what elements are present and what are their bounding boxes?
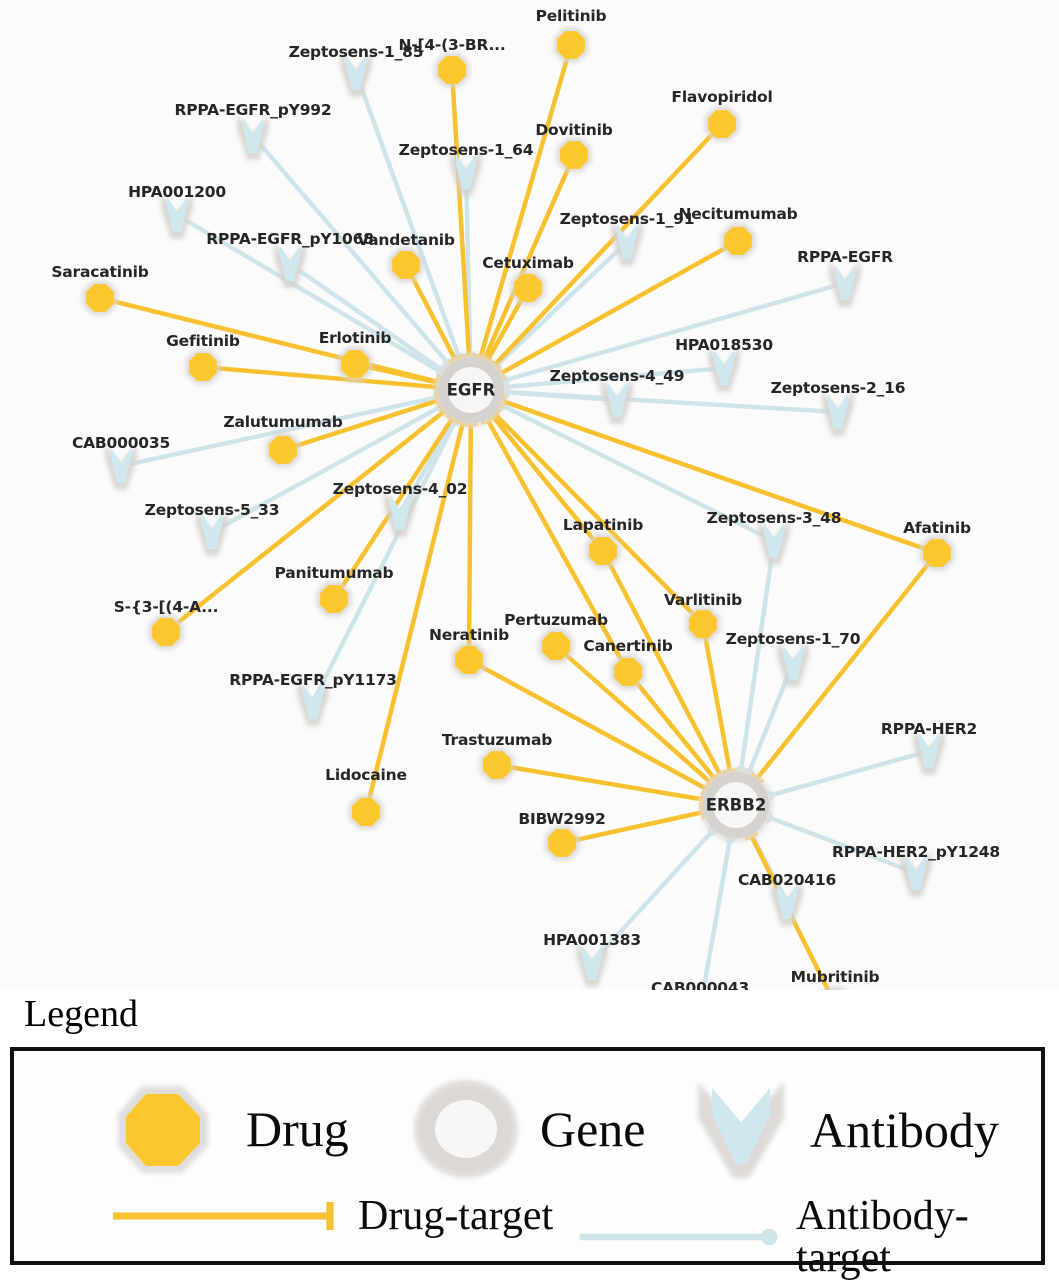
node-label: RPPA-EGFR xyxy=(797,248,893,266)
legend-edge-row: Drug-target Antibody-target xyxy=(14,1191,1041,1261)
legend-label-drug-target: Drug-target xyxy=(358,1195,553,1237)
drug-node[interactable] xyxy=(553,27,588,62)
node-label: N-[4-(3-BR... xyxy=(398,36,505,54)
node-label: Vandetanib xyxy=(357,231,455,249)
drug-node[interactable] xyxy=(704,106,739,141)
node-label: Mubritinib xyxy=(791,968,880,986)
antibody-icon xyxy=(686,1074,796,1186)
drug-node[interactable] xyxy=(556,137,591,172)
drug-node[interactable] xyxy=(185,349,220,384)
drug-node[interactable] xyxy=(265,432,300,467)
node-label: Zalutumumab xyxy=(223,413,342,431)
legend-item-gene: Gene xyxy=(406,1074,646,1184)
drug-node[interactable] xyxy=(510,270,545,305)
node-label: CAB020416 xyxy=(738,871,836,889)
drug-target-edge-icon xyxy=(109,1198,344,1234)
legend-label-drug: Drug xyxy=(246,1104,349,1154)
legend-item-antibody: Antibody xyxy=(686,1074,999,1186)
drug-node[interactable] xyxy=(348,794,383,829)
node-label: RPPA-HER2_pY1248 xyxy=(832,843,1000,861)
node-label: Canertinib xyxy=(583,637,672,655)
drug-node[interactable] xyxy=(544,825,579,860)
node-label: Zeptosens-1_64 xyxy=(399,141,534,159)
legend-item-drug: Drug xyxy=(104,1074,349,1184)
node-label: Lidocaine xyxy=(325,766,407,784)
legend-title: Legend xyxy=(24,992,138,1036)
node-label: Erlotinib xyxy=(319,329,392,347)
drug-node[interactable] xyxy=(337,346,372,381)
node-label: Pertuzumab xyxy=(504,611,608,629)
node-label: RPPA-HER2 xyxy=(881,720,977,738)
drug-node[interactable] xyxy=(451,642,486,677)
node-label: RPPA-EGFR_pY1068 xyxy=(206,230,374,248)
drug-node[interactable] xyxy=(479,747,514,782)
legend-label-gene: Gene xyxy=(540,1104,646,1154)
node-label: Zeptosens-3_48 xyxy=(707,509,842,527)
node-label: HPA001200 xyxy=(128,183,226,201)
legend-item-drug-target: Drug-target xyxy=(109,1195,553,1237)
legend-label-antibody-target: Antibody-target xyxy=(796,1195,1041,1279)
node-label: Zeptosens-4_49 xyxy=(550,367,685,385)
legend-box: Drug Gene Antibody xyxy=(10,1047,1045,1265)
drug-node[interactable] xyxy=(720,223,755,258)
antibody-node[interactable] xyxy=(274,242,306,288)
node-label: CAB000035 xyxy=(72,434,170,452)
node-label: RPPA-EGFR_pY992 xyxy=(175,101,332,119)
drug-node[interactable] xyxy=(919,535,954,570)
drug-node[interactable] xyxy=(610,654,645,689)
drug-node[interactable] xyxy=(388,247,423,282)
node-label: Zeptosens-1_91 xyxy=(560,210,695,228)
antibody-target-edge-icon xyxy=(576,1219,782,1255)
node-label: Neratinib xyxy=(429,626,509,644)
node-label: Flavopiridol xyxy=(671,88,772,106)
antibody-node[interactable] xyxy=(829,261,861,307)
node-label: Lapatinib xyxy=(563,516,643,534)
node-label: EGFR xyxy=(447,381,496,400)
node-label: RPPA-EGFR_pY1173 xyxy=(229,671,397,689)
legend-section: Legend Drug Gene xyxy=(0,990,1059,1280)
node-label: Zeptosens-4_02 xyxy=(333,480,468,498)
drug-node[interactable] xyxy=(316,581,351,616)
node-label: Zeptosens-2_16 xyxy=(771,379,906,397)
drug-node[interactable] xyxy=(685,606,720,641)
node-label: Cetuximab xyxy=(482,254,574,272)
drug-node[interactable] xyxy=(82,280,117,315)
drug-node[interactable] xyxy=(148,614,183,649)
node-label: Gefitinib xyxy=(166,332,240,350)
node-label: Afatinib xyxy=(903,519,971,537)
gene-icon xyxy=(406,1074,526,1184)
legend-shape-row: Drug Gene Antibody xyxy=(14,1069,1041,1179)
node-label: Saracatinib xyxy=(51,263,148,281)
node-label: ERBB2 xyxy=(706,796,767,815)
node-label: Panitumumab xyxy=(275,564,394,582)
drug-node[interactable] xyxy=(538,628,573,663)
antibody-node[interactable] xyxy=(237,114,269,160)
node-label: Varlitinib xyxy=(664,591,742,609)
drug-icon xyxy=(104,1074,232,1184)
drug-node[interactable] xyxy=(585,533,620,568)
legend-item-antibody-target: Antibody-target xyxy=(576,1195,1041,1279)
node-label: Dovitinib xyxy=(535,121,612,139)
legend-label-antibody: Antibody xyxy=(810,1105,999,1155)
node-label: HPA018530 xyxy=(675,336,773,354)
node-label: Necitumumab xyxy=(678,205,797,223)
node-label: Pelitinib xyxy=(536,7,607,25)
node-label: HPA001383 xyxy=(543,931,641,949)
node-label: BIBW2992 xyxy=(518,810,605,828)
node-label: Trastuzumab xyxy=(442,731,552,749)
node-label: S-{3-[(4-A... xyxy=(114,598,219,616)
node-label: Zeptosens-5_33 xyxy=(145,501,280,519)
node-label: Zeptosens-1_70 xyxy=(726,630,861,648)
drug-node[interactable] xyxy=(434,52,469,87)
